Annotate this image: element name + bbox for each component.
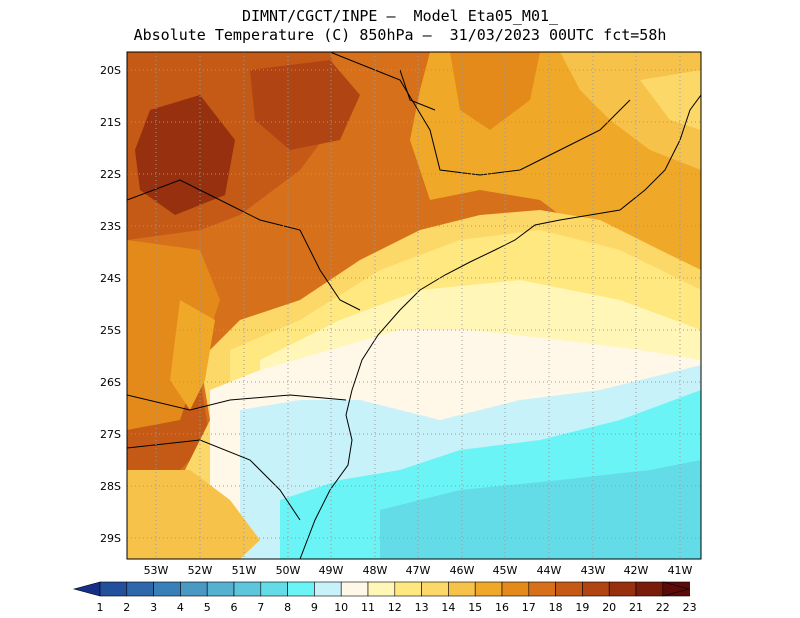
colorbar-swatch <box>582 581 610 597</box>
colorbar-swatch <box>340 581 369 597</box>
colorbar-label: 20 <box>602 601 616 614</box>
lat-label: 23S <box>100 220 121 233</box>
colorbar-swatch <box>394 581 422 597</box>
chart-title-line1: DIMNT/CGCT/INPE – Model Eta05_M01_ <box>241 7 559 25</box>
colorbar-swatch <box>99 581 128 597</box>
map-grid <box>127 52 701 559</box>
colorbar-swatch <box>367 581 396 597</box>
lat-label: 26S <box>100 376 121 389</box>
latitude-labels: 20S 21S 22S 23S 24S 25S 26S 27S 28S 29S <box>100 64 121 545</box>
lon-label: 42W <box>624 564 649 577</box>
colorbar-label: 10 <box>334 601 348 614</box>
lat-label: 25S <box>100 324 121 337</box>
chart-title-line2: Absolute Temperature (C) 850hPa – 31/03/… <box>133 26 667 44</box>
colorbar-label: 1 <box>97 601 104 614</box>
colorbar-swatch <box>153 581 181 597</box>
colorbar-label: 3 <box>150 601 157 614</box>
colorbar-label: 16 <box>495 601 509 614</box>
longitude-labels: 53W 52W 51W 50W 49W 48W 47W 46W 45W 44W … <box>144 564 693 577</box>
lon-label: 47W <box>406 564 431 577</box>
colorbar-label: 21 <box>629 601 643 614</box>
colorbar-arrow-left <box>72 581 101 597</box>
lon-label: 41W <box>668 564 693 577</box>
colorbar-label: 4 <box>177 601 184 614</box>
lon-label: 51W <box>232 564 257 577</box>
colorbar-label: 13 <box>415 601 429 614</box>
colorbar-label: 6 <box>231 601 238 614</box>
colorbar-label: 23 <box>683 601 697 614</box>
lon-label: 46W <box>450 564 475 577</box>
lat-label: 21S <box>100 116 121 129</box>
colorbar-swatch <box>206 581 235 597</box>
colorbar-swatch <box>260 581 288 597</box>
colorbar-swatch <box>233 581 262 597</box>
lon-label: 48W <box>363 564 388 577</box>
colorbar-label: 9 <box>311 601 318 614</box>
coastline-and-borders <box>127 52 701 559</box>
colorbar-label: 12 <box>388 601 402 614</box>
lat-label: 24S <box>100 272 121 285</box>
lon-label: 49W <box>319 564 344 577</box>
colorbar-swatch <box>474 581 503 597</box>
colorbar-label: 18 <box>549 601 563 614</box>
map-frame <box>126 51 702 560</box>
colorbar-swatch <box>635 581 664 597</box>
lon-label: 44W <box>537 564 562 577</box>
colorbar-swatch <box>126 581 154 597</box>
colorbar-swatch <box>555 581 583 597</box>
lat-label: 28S <box>100 480 121 493</box>
lat-label: 29S <box>100 532 121 545</box>
lon-label: 43W <box>581 564 606 577</box>
lon-label: 53W <box>144 564 169 577</box>
colorbar-label: 8 <box>284 601 291 614</box>
colorbar-swatch <box>180 581 208 597</box>
colorbar-label: 14 <box>441 601 455 614</box>
colorbar-label: 2 <box>123 601 130 614</box>
colorbar: 1 2 3 4 5 6 7 8 9 10 11 12 13 14 15 16 17 18 19 20 21 22 23 <box>72 581 697 614</box>
colorbar-label: 17 <box>522 601 536 614</box>
colorbar-swatch <box>421 581 449 597</box>
lon-label: 50W <box>276 564 301 577</box>
colorbar-swatch <box>314 581 342 597</box>
colorbar-label: 7 <box>257 601 264 614</box>
lat-label: 22S <box>100 168 121 181</box>
colorbar-label: 19 <box>575 601 589 614</box>
colorbar-swatch <box>448 581 476 597</box>
colorbar-arrow-right <box>662 581 690 597</box>
colorbar-label: 22 <box>656 601 670 614</box>
temperature-field <box>127 52 701 559</box>
lon-label: 52W <box>188 564 213 577</box>
lat-label: 27S <box>100 428 121 441</box>
lat-label: 20S <box>100 64 121 77</box>
colorbar-swatch <box>608 581 637 597</box>
colorbar-swatch <box>501 581 530 597</box>
colorbar-label: 11 <box>361 601 375 614</box>
colorbar-label: 15 <box>468 601 482 614</box>
lon-label: 45W <box>493 564 518 577</box>
colorbar-swatch <box>528 581 556 597</box>
colorbar-swatch <box>287 581 315 597</box>
colorbar-label: 5 <box>204 601 211 614</box>
